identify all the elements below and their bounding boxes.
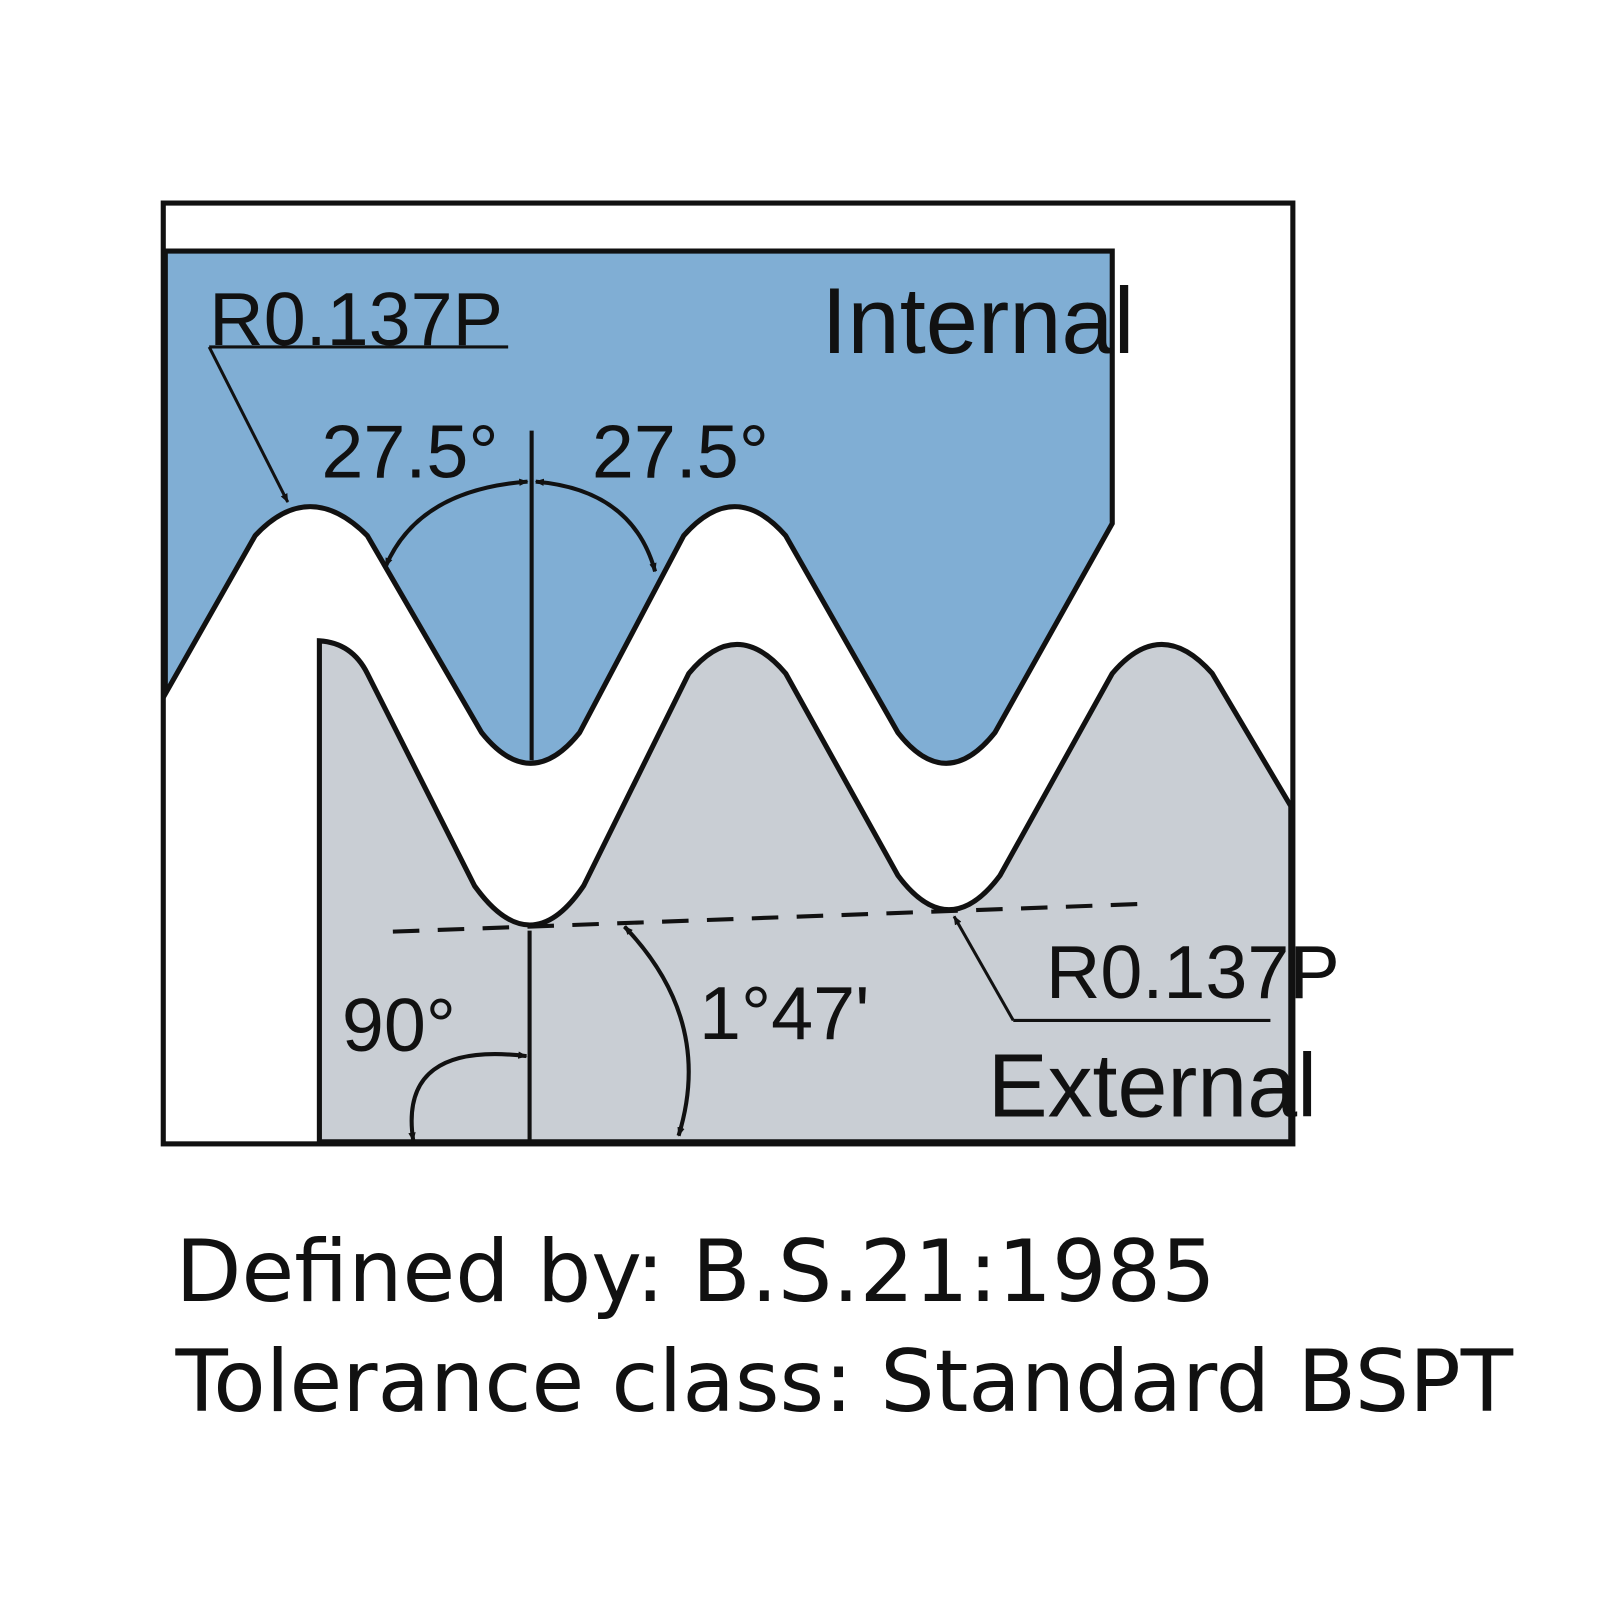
taper-line <box>392 902 1138 934</box>
external-label: External <box>988 1036 1317 1136</box>
angle-label: 90° <box>342 984 456 1068</box>
angle-arc <box>408 1051 528 1142</box>
radius-label: R0.137P <box>209 278 503 362</box>
angle-label: 1°47' <box>699 972 870 1056</box>
radius-label: R0.137P <box>1046 931 1340 1015</box>
angle-arc <box>383 478 529 568</box>
angle-label: 27.5° <box>321 411 498 495</box>
angle-arc <box>534 478 658 573</box>
angle-label: 27.5° <box>592 411 769 495</box>
external-thread <box>316 638 1294 1145</box>
leader <box>952 915 1015 1022</box>
angle-arc <box>623 925 691 1137</box>
caption-line: Tolerance class: Standard BSPT <box>175 1332 1514 1432</box>
leader <box>207 346 290 503</box>
caption-line: Defined by: B.S.21:1985 <box>176 1222 1216 1322</box>
internal-label: Internal <box>821 268 1134 373</box>
